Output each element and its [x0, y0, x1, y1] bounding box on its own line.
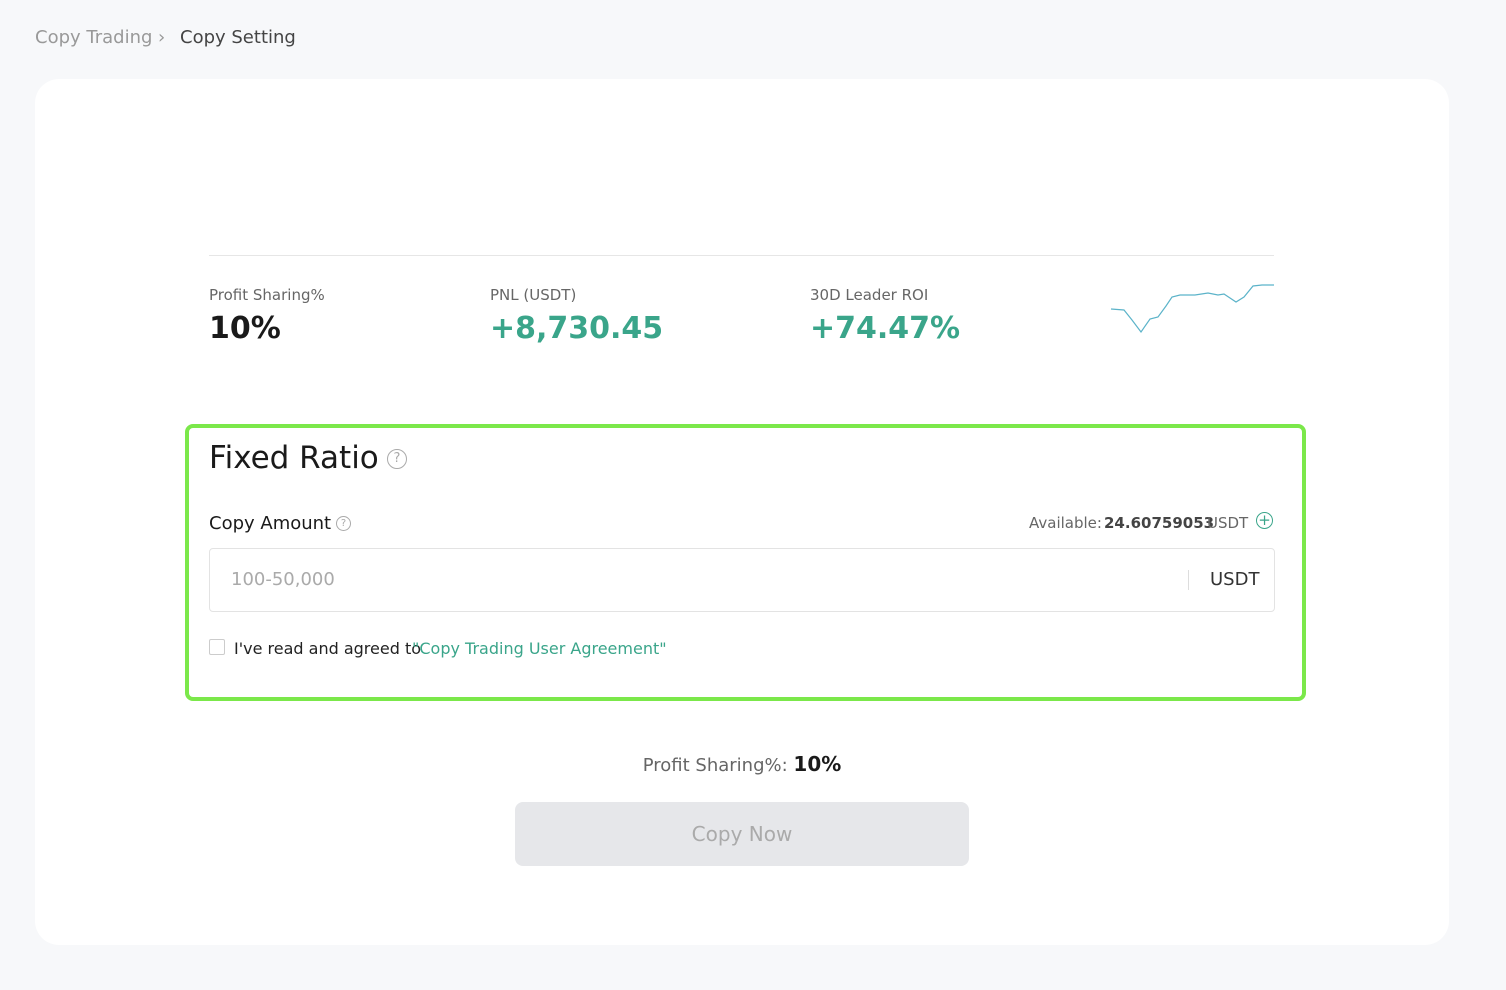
field-label: Copy Amount [209, 513, 332, 534]
summary-label: Profit Sharing%: [642, 755, 788, 776]
breadcrumb-link[interactable]: Copy Trading [35, 27, 153, 48]
stat-label: PNL (USDT) [490, 286, 577, 304]
stat-label: Profit Sharing% [209, 286, 325, 304]
stat-value: +8,730.45 [490, 311, 664, 346]
input-separator [1188, 570, 1189, 590]
breadcrumb-current: Copy Setting [180, 27, 296, 48]
stat-value: +74.47% [810, 311, 961, 346]
stat-value: 10% [209, 311, 281, 346]
amount-input[interactable] [209, 548, 1275, 612]
available-value: 24.60759053 [1104, 514, 1215, 532]
help-icon[interactable]: ? [336, 516, 351, 531]
summary: Profit Sharing%: 10% [0, 752, 1484, 776]
summary-value: 10% [793, 752, 842, 776]
stat-label: 30D Leader ROI [810, 286, 929, 304]
breadcrumb-separator: › [158, 27, 166, 48]
copy-now-button[interactable]: Copy Now [515, 802, 969, 866]
help-icon[interactable]: ? [387, 449, 407, 469]
agreement-link[interactable]: "Copy Trading User Agreement" [412, 639, 667, 658]
sparkline [1110, 284, 1274, 334]
agreement-checkbox[interactable] [209, 639, 225, 655]
available-label: Available: [1029, 514, 1102, 532]
highlight-box [185, 424, 1306, 701]
add-funds-icon[interactable]: + [1256, 512, 1273, 529]
agreement-text: I've read and agreed to [234, 639, 421, 658]
section-title: Fixed Ratio [209, 440, 379, 476]
divider [209, 255, 1274, 256]
available-unit: USDT [1207, 514, 1249, 532]
input-unit: USDT [1210, 569, 1260, 590]
card [35, 79, 1449, 945]
input-placeholder: 100-50,000 [231, 569, 335, 590]
